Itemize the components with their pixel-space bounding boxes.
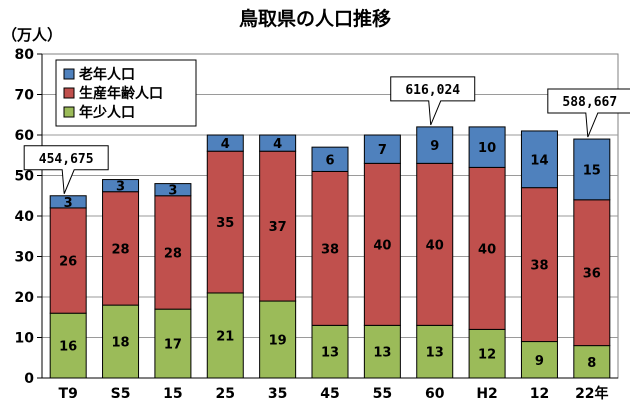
legend-swatch-1 <box>63 87 75 99</box>
legend-label-0: 老年人口 <box>79 66 135 83</box>
y-tick-label-70: 70 <box>15 88 35 104</box>
callout-text-1: 616,024 <box>405 83 460 98</box>
bar-segment-s2-S5-1 <box>102 179 140 193</box>
data-label-s0-12-9: 9 <box>535 354 544 369</box>
x-tick-label-3: 25 <box>216 386 235 402</box>
bar-segment-s2-22-10 <box>573 138 611 201</box>
bar-segment-s2-H2-8 <box>468 126 506 168</box>
bar-segment-s1-22-10 <box>573 199 611 347</box>
bar-segment-s1-15-2 <box>154 195 192 310</box>
bar-segment-s2-12-9 <box>520 130 558 189</box>
data-label-s2-H2-8: 10 <box>478 141 496 156</box>
data-label-s1-22-10: 36 <box>583 267 601 282</box>
data-label-s0-55-6: 13 <box>373 346 391 361</box>
data-label-s2-S5-1: 3 <box>116 180 125 195</box>
data-label-s1-H2-8: 40 <box>478 242 496 257</box>
data-label-s1-T9-0: 26 <box>59 255 77 270</box>
bar-segment-s1-25-3 <box>206 150 244 294</box>
data-label-s2-35-4: 4 <box>273 137 282 152</box>
y-tick-label-60: 60 <box>15 128 35 144</box>
bar-segment-s2-60-7 <box>416 126 454 164</box>
callout-text-0: 454,675 <box>39 152 94 167</box>
data-label-s2-22-10: 15 <box>583 163 601 178</box>
data-label-s0-S5-1: 18 <box>111 336 129 351</box>
legend-swatch-2 <box>63 106 75 118</box>
chart-title: 鳥取県の人口推移 <box>239 7 391 30</box>
callout-text-2: 588,667 <box>562 95 617 110</box>
y-tick-label-0: 0 <box>24 371 34 387</box>
bar-segment-s0-60-7 <box>416 324 454 379</box>
y-tick-label-10: 10 <box>15 331 35 347</box>
data-label-s0-15-2: 17 <box>164 338 182 353</box>
x-tick-label-8: H2 <box>476 386 497 402</box>
x-tick-label-2: 15 <box>163 386 182 402</box>
y-tick-label-30: 30 <box>15 250 35 266</box>
x-tick-label-10: 22年 <box>575 385 608 402</box>
bar-segment-s2-25-3 <box>206 134 244 152</box>
y-tick-label-80: 80 <box>15 47 35 63</box>
callout-1: 616,024 <box>390 76 476 126</box>
legend-label-2: 年少人口 <box>79 104 135 121</box>
data-label-s0-35-4: 19 <box>269 334 287 349</box>
data-label-s0-H2-8: 12 <box>478 348 496 363</box>
callout-box-0 <box>23 145 109 194</box>
bar-segment-s2-T9-0 <box>49 195 87 209</box>
x-tick-label-7: 60 <box>425 386 445 402</box>
callout-2: 588,667 <box>547 88 630 138</box>
x-tick-label-6: 55 <box>373 386 392 402</box>
callout-box-2 <box>547 88 630 138</box>
data-label-s2-12-9: 14 <box>530 153 548 168</box>
x-tick-label-0: T9 <box>59 386 78 402</box>
callout-box-1 <box>390 76 476 126</box>
x-tick-label-5: 45 <box>320 386 339 402</box>
y-axis-unit: （万人） <box>2 26 62 44</box>
bar-segment-s2-15-2 <box>154 183 192 197</box>
data-label-s1-15-2: 28 <box>164 246 182 261</box>
y-tick-label-40: 40 <box>15 209 35 225</box>
x-tick-label-1: S5 <box>111 386 131 402</box>
legend-label-1: 生産年齢人口 <box>79 85 163 102</box>
bar-segment-s0-25-3 <box>206 292 244 379</box>
bar-segment-s0-T9-0 <box>49 312 87 379</box>
bars: 16 26 3 18 28 3 17 28 3 21 35 4 19 37 4 13 38 6 13 40 7 13 40 9… <box>49 126 611 379</box>
data-label-s0-22-10: 8 <box>587 356 596 371</box>
data-label-s1-25-3: 35 <box>216 216 234 231</box>
data-label-s2-T9-0: 3 <box>64 196 73 211</box>
data-label-s1-45-5: 38 <box>321 242 339 257</box>
x-tick-label-4: 35 <box>268 386 287 402</box>
data-label-s1-60-7: 40 <box>426 238 444 253</box>
data-label-s1-12-9: 38 <box>530 259 548 274</box>
data-label-s2-55-6: 7 <box>378 143 387 158</box>
data-label-s2-60-7: 9 <box>430 139 439 154</box>
bar-segment-s1-55-6 <box>363 162 401 326</box>
bar-segment-s1-45-5 <box>311 170 349 326</box>
data-label-s0-45-5: 13 <box>321 346 339 361</box>
data-label-s0-25-3: 21 <box>216 329 234 344</box>
data-label-s2-15-2: 3 <box>168 184 177 199</box>
data-label-s0-60-7: 13 <box>426 346 444 361</box>
bar-segment-s2-35-4 <box>259 134 297 152</box>
data-label-s1-55-6: 40 <box>373 238 391 253</box>
x-tick-label-9: 12 <box>530 386 549 402</box>
axes: 0 10 20 30 40 50 60 70 80 T9 S5 15 25 35 45 55 60 H2 12 22年 <box>15 47 618 402</box>
data-label-s2-45-5: 6 <box>325 153 334 168</box>
bar-segment-s1-60-7 <box>416 162 454 326</box>
legend-swatch-0 <box>63 68 75 80</box>
data-label-s0-T9-0: 16 <box>59 340 77 355</box>
data-label-s1-35-4: 37 <box>269 220 287 235</box>
legend-box <box>55 59 197 127</box>
bar-segment-s1-35-4 <box>259 150 297 302</box>
data-label-s2-25-3: 4 <box>221 137 230 152</box>
callout-0: 454,675 <box>23 145 109 194</box>
bar-segment-s1-T9-0 <box>49 207 87 314</box>
bar-segment-s2-45-5 <box>311 146 349 172</box>
bar-segment-s2-55-6 <box>363 134 401 164</box>
callouts: 454,675 616,024 588,667 <box>23 76 630 194</box>
y-tick-label-20: 20 <box>15 290 35 306</box>
y-tick-label-50: 50 <box>15 169 35 185</box>
data-label-s1-S5-1: 28 <box>111 242 129 257</box>
